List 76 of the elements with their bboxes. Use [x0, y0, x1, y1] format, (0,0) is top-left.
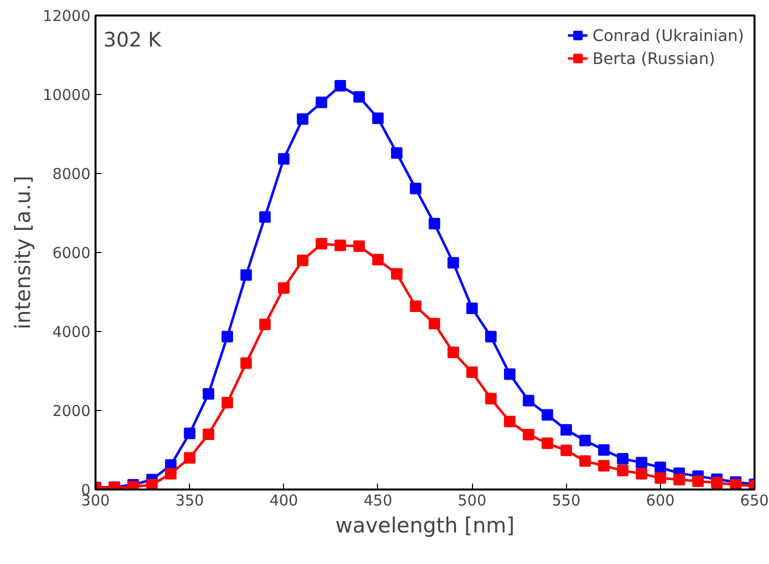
point [466, 302, 478, 314]
y-tick-label: 10000 [42, 86, 90, 104]
point [485, 330, 497, 342]
point [579, 455, 591, 467]
point [202, 428, 214, 440]
point [542, 409, 554, 421]
point [146, 479, 158, 490]
point [598, 460, 610, 472]
annotation: 302 K [104, 28, 162, 52]
point [278, 282, 290, 294]
point [372, 112, 384, 124]
point [654, 472, 666, 484]
x-tick-label: 550 [552, 492, 581, 510]
point [616, 452, 628, 464]
point [391, 147, 403, 159]
point [579, 434, 591, 446]
point [673, 474, 685, 486]
point [259, 211, 271, 223]
point [202, 388, 214, 400]
y-axis-title: intensity [a.u.] [10, 176, 35, 330]
point [259, 318, 271, 330]
point [334, 240, 346, 252]
point [316, 238, 328, 250]
y-tick-label: 4000 [52, 323, 91, 341]
point [184, 452, 196, 464]
point [711, 477, 723, 489]
point [428, 218, 440, 230]
point [636, 468, 648, 480]
point [447, 257, 459, 269]
point [316, 96, 328, 108]
point [296, 113, 308, 125]
point [522, 394, 534, 406]
y-tick-label: 2000 [52, 402, 91, 420]
point [410, 182, 422, 194]
point [222, 396, 234, 408]
point [522, 428, 534, 440]
point [636, 456, 648, 468]
point [560, 444, 572, 456]
point [372, 254, 384, 266]
point [410, 300, 422, 312]
point [165, 468, 177, 480]
point [184, 428, 196, 440]
x-tick-label: 500 [458, 492, 486, 510]
point [353, 240, 365, 252]
point [296, 254, 308, 266]
y-tick-label: 8000 [52, 165, 91, 183]
point [485, 392, 497, 404]
x-tick-label: 650 [740, 492, 769, 510]
point [560, 424, 572, 436]
legend-label: Conrad (Ukrainian) [592, 26, 744, 44]
point [428, 318, 440, 330]
point [466, 366, 478, 378]
point [391, 268, 403, 280]
point [616, 464, 628, 476]
point [240, 357, 252, 369]
y-tick-label: 6000 [52, 244, 91, 262]
point [730, 479, 742, 490]
legend-label: Berta (Russian) [592, 48, 716, 68]
point [334, 80, 346, 92]
x-tick-label: 400 [269, 492, 298, 510]
x-tick-label: 600 [646, 492, 675, 510]
point [278, 153, 290, 165]
point [504, 368, 516, 380]
point [692, 475, 704, 487]
point [542, 438, 554, 450]
x-tick-label: 350 [175, 492, 204, 510]
point [598, 444, 610, 456]
y-tick-label: 12000 [42, 7, 90, 25]
point [240, 269, 252, 281]
point [504, 416, 516, 428]
point [447, 346, 459, 358]
point [353, 91, 365, 103]
point [654, 462, 666, 474]
x-tick-label: 450 [364, 492, 392, 510]
x-axis-title: wavelength [nm] [335, 514, 515, 538]
point [222, 330, 234, 342]
